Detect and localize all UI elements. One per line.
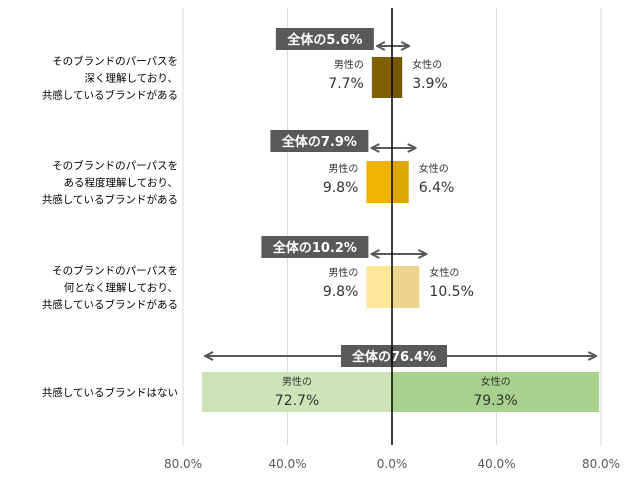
total-label-box: [341, 345, 447, 367]
total-label: 全体の10.2%: [272, 240, 357, 256]
category-label: 共感しているブランドがある: [42, 193, 178, 206]
category-label: 共感しているブランドがある: [42, 298, 178, 311]
category-label: 共感しているブランドはない: [42, 386, 178, 399]
total-label: 全体の76.4%: [351, 349, 436, 365]
female-caption: 女性の: [419, 162, 449, 175]
male-value: 9.8%: [323, 180, 359, 196]
bar-female: [392, 266, 420, 308]
x-tick-label: 40.0%: [477, 457, 515, 471]
category-label: 深く理解しており、: [85, 72, 178, 85]
total-label: 全体の7.9%: [281, 134, 357, 150]
category-label: ある程度理解しており、: [64, 176, 178, 189]
bar-male: [366, 266, 392, 308]
male-caption: 男性の: [282, 375, 312, 388]
female-value: 79.3%: [473, 393, 517, 409]
x-tick-label: 0.0%: [377, 457, 408, 471]
bar-female: [392, 161, 409, 203]
total-label-box: [261, 236, 369, 258]
female-caption: 女性の: [412, 58, 442, 71]
x-tick-label: 80.0%: [582, 457, 620, 471]
bar-female-shade: [392, 266, 420, 308]
female-value: 6.4%: [419, 180, 455, 196]
bar-male: [202, 372, 392, 412]
x-tick-label: 80.0%: [164, 457, 202, 471]
bar-male: [371, 57, 392, 98]
category-label: 何となく理解しており、: [64, 281, 178, 294]
x-tick-label: 40.0%: [268, 457, 306, 471]
category-label: そのブランドのパーパスを: [52, 159, 178, 172]
total-label-box: [275, 28, 374, 50]
female-caption: 女性の: [429, 266, 459, 279]
total-label-box: [270, 130, 369, 152]
bar-female: [392, 372, 600, 412]
male-caption: 男性の: [328, 266, 358, 279]
bar-female-shade: [392, 161, 409, 203]
bar-female: [392, 57, 403, 98]
category-label: そのブランドのパーパスを: [52, 55, 178, 68]
bar-female-shade: [392, 57, 403, 98]
male-value: 9.8%: [323, 284, 359, 300]
male-value: 7.7%: [328, 76, 364, 92]
female-caption: 女性の: [481, 375, 511, 388]
male-value: 72.7%: [275, 393, 319, 409]
male-caption: 男性の: [328, 162, 358, 175]
total-label: 全体の5.6%: [286, 32, 362, 48]
category-label: そのブランドのパーパスを: [52, 264, 178, 277]
female-value: 10.5%: [429, 284, 473, 300]
female-value: 3.9%: [412, 76, 448, 92]
category-label: 共感しているブランドがある: [42, 89, 178, 102]
male-caption: 男性の: [334, 58, 364, 71]
bar-male: [366, 161, 392, 203]
